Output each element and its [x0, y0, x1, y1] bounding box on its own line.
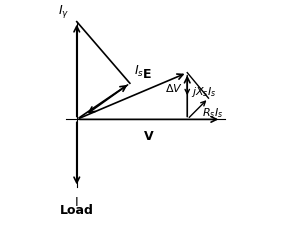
- Text: E: E: [143, 68, 151, 81]
- Text: $jX_sI_s$: $jX_sI_s$: [191, 85, 217, 99]
- Text: $I_s$: $I_s$: [134, 64, 144, 79]
- Text: I: I: [75, 196, 79, 209]
- Text: $\Delta V$: $\Delta V$: [165, 81, 183, 94]
- Text: $R_sI_s$: $R_sI_s$: [202, 106, 223, 120]
- Text: $I_\gamma$: $I_\gamma$: [58, 2, 70, 20]
- Text: Load: Load: [60, 204, 94, 217]
- Text: V: V: [144, 130, 154, 143]
